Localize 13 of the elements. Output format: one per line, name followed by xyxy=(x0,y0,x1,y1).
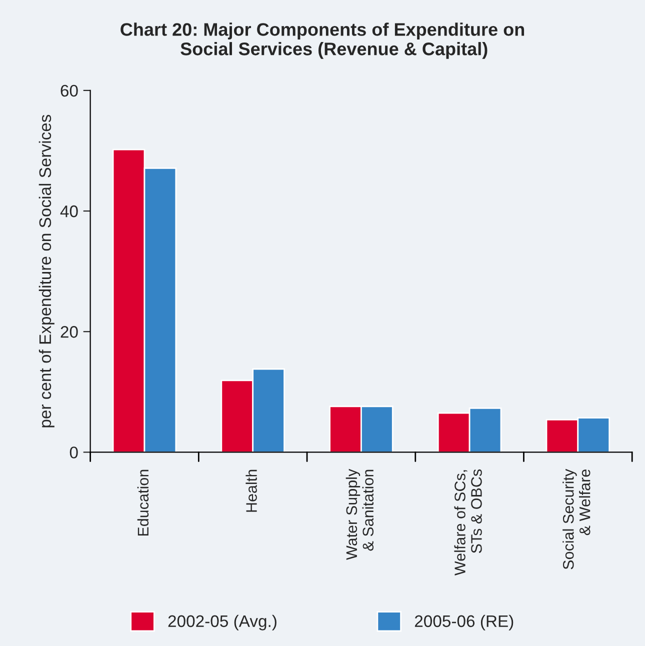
chart-title: Chart 20: Major Components of Expenditure on Social Services (Revenue & Capital) xyxy=(120,22,524,59)
y-tick-label: 0 xyxy=(70,446,78,458)
y-tick-label: 40 xyxy=(60,205,78,218)
x-tick-label: Water Supply & Sanitation xyxy=(346,468,374,560)
x-tick-label: Health xyxy=(246,470,257,512)
x-tick-label: Welfare of SCs, STs & OBCs xyxy=(454,469,482,576)
legend-label: 2002-05 (Avg.) xyxy=(168,614,276,630)
y-tick-label: 20 xyxy=(60,326,78,338)
x-tick-label: Social Security & Welfare xyxy=(562,468,590,570)
legend-label: 2005-06 (RE) xyxy=(414,614,514,630)
x-tick-label: Education xyxy=(137,470,149,536)
y-axis-title: per cent of Expenditure on Social Services xyxy=(38,114,54,428)
y-tick-label: 60 xyxy=(60,84,78,97)
